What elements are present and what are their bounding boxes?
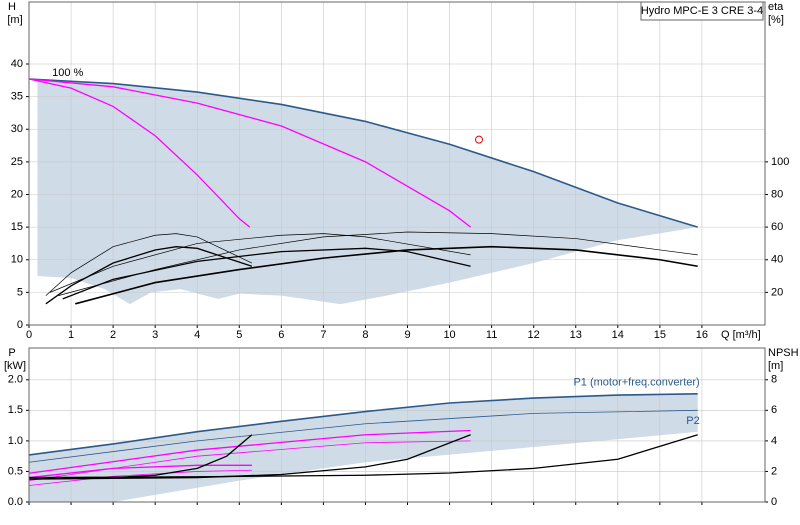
y-axis-label: P bbox=[8, 347, 15, 359]
curve bbox=[62, 247, 471, 300]
y-tick-label: 25 bbox=[11, 156, 23, 168]
x-tick-label: 8 bbox=[362, 329, 368, 341]
plot-frame bbox=[28, 347, 766, 503]
y-tick-label: 20 bbox=[11, 188, 23, 200]
curve bbox=[28, 78, 251, 228]
y-tick-label: 40 bbox=[11, 58, 23, 70]
x-tick-label: 6 bbox=[278, 329, 284, 341]
y2-tick-label: 2 bbox=[771, 465, 777, 477]
x-tick-label: 7 bbox=[320, 329, 326, 341]
y-axis-unit: [kW] bbox=[4, 360, 26, 372]
curve bbox=[58, 231, 698, 296]
y-tick-label: 0.5 bbox=[8, 465, 23, 477]
y-tick-label: 30 bbox=[11, 123, 23, 135]
operating-range bbox=[29, 393, 698, 502]
x-tick-label: 14 bbox=[612, 329, 624, 341]
y-tick-label: 1.0 bbox=[8, 435, 23, 447]
y2-axis-label: NPSH bbox=[768, 347, 799, 359]
y2-tick-label: 8 bbox=[771, 374, 777, 386]
y2-tick-label: 80 bbox=[771, 188, 783, 200]
y2-tick-label: 4 bbox=[771, 435, 777, 447]
chart-title: Hydro MPC-E 3 CRE 3-4 bbox=[641, 5, 763, 17]
x-tick-label: 12 bbox=[528, 329, 540, 341]
x-tick-label: 1 bbox=[68, 329, 74, 341]
x-tick-label: 5 bbox=[236, 329, 242, 341]
y-axis-label: H bbox=[8, 1, 16, 13]
y-tick-label: 15 bbox=[11, 221, 23, 233]
x-tick-label: 2 bbox=[110, 329, 116, 341]
series-label: P2 bbox=[686, 415, 699, 427]
y2-axis-unit: [%] bbox=[768, 14, 784, 26]
duty-point bbox=[475, 135, 484, 144]
curve bbox=[45, 246, 253, 305]
y2-tick-label: 40 bbox=[771, 254, 783, 266]
x-axis-label: Q [m³/h] bbox=[721, 329, 761, 341]
x-tick-label: 3 bbox=[152, 329, 158, 341]
curve bbox=[45, 233, 253, 296]
y2-tick-label: 6 bbox=[771, 404, 777, 416]
y-tick-label: 0.0 bbox=[8, 496, 23, 508]
curve bbox=[28, 434, 253, 480]
curve bbox=[49, 233, 471, 293]
y2-axis-label: eta bbox=[768, 1, 784, 13]
y-tick-label: 2.0 bbox=[8, 374, 23, 386]
y-axis-unit: [m] bbox=[7, 14, 22, 26]
title-box bbox=[640, 1, 764, 21]
curve bbox=[28, 440, 471, 482]
x-tick-label: 16 bbox=[696, 329, 708, 341]
y-tick-label: 1.5 bbox=[8, 404, 23, 416]
y-tick-label: 10 bbox=[11, 254, 23, 266]
y2-tick-label: 20 bbox=[771, 286, 783, 298]
curve bbox=[28, 78, 471, 228]
curve bbox=[28, 469, 252, 486]
curve bbox=[28, 429, 471, 474]
x-tick-label: 13 bbox=[570, 329, 582, 341]
y-tick-label: 35 bbox=[11, 91, 23, 103]
x-tick-label: 0 bbox=[26, 329, 32, 341]
curve bbox=[28, 434, 698, 479]
x-tick-label: 11 bbox=[486, 329, 497, 341]
y2-tick-label: 100 bbox=[771, 156, 789, 168]
y-tick-label: 5 bbox=[17, 286, 23, 298]
y2-tick-label: 60 bbox=[771, 221, 783, 233]
x-tick-label: 15 bbox=[654, 329, 666, 341]
curve bbox=[28, 464, 252, 479]
plot-frame bbox=[28, 1, 766, 326]
curve bbox=[75, 245, 698, 305]
x-tick-label: 9 bbox=[404, 329, 410, 341]
y2-tick-label: 0 bbox=[771, 496, 777, 508]
y-tick-label: 0 bbox=[17, 319, 23, 331]
annotation: 100 % bbox=[52, 67, 83, 79]
curve bbox=[28, 409, 698, 463]
curve bbox=[28, 78, 698, 228]
x-tick-label: 10 bbox=[443, 329, 455, 341]
curve bbox=[28, 434, 471, 480]
y2-axis-unit: [m] bbox=[768, 360, 783, 372]
curve bbox=[28, 393, 698, 456]
x-tick-label: 4 bbox=[194, 329, 200, 341]
series-label: P1 (motor+freq.converter) bbox=[573, 377, 699, 389]
